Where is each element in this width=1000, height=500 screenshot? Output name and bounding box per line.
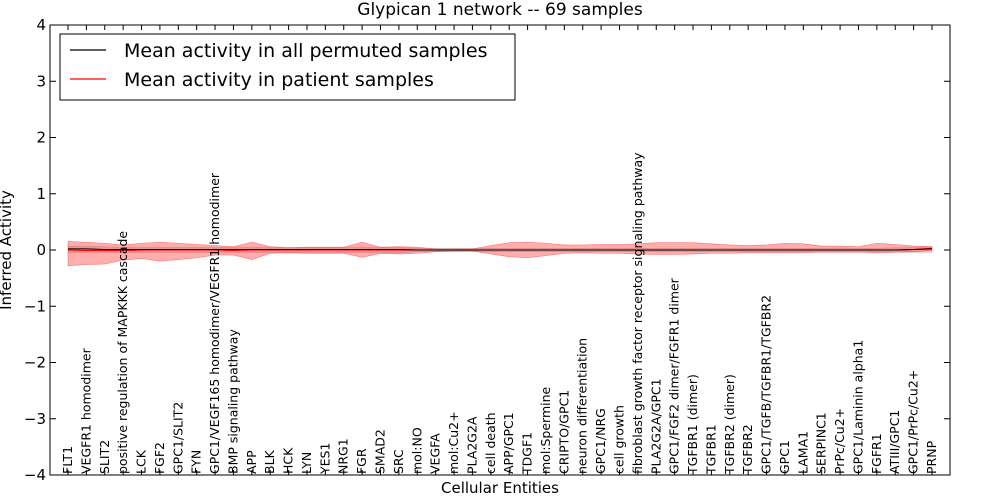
x-tick-label: cell death [483,412,498,474]
x-tick-label: TGFBR1 (dimer) [685,374,700,475]
x-tick-label: GPC1/PrPc/Cu2+ [906,370,921,474]
x-tick-label: cell growth [611,405,626,474]
confidence-bands [67,241,933,267]
legend-frame [59,33,516,101]
x-tick-label: NRG1 [336,438,351,474]
x-tick-label: mol:NO [409,427,424,474]
y-tick-label: −1 [24,297,46,315]
x-tick-label: VEGFA [428,433,443,474]
x-tick-label: SRC [391,449,406,474]
x-tick-label: positive regulation of MAPKKK cascade [115,231,130,474]
x-tick-label: VEGFR1 homodimer [78,347,93,474]
y-tick-label: −2 [24,354,46,372]
x-tick-label: FLT1 [60,446,75,474]
legend: Mean activity in all permuted samples Me… [59,33,516,101]
y-tick-label: −3 [24,410,46,428]
series-lines [67,247,933,252]
x-tick-label: TGFBR2 [740,424,755,475]
x-tick-label: SLIT2 [97,440,112,474]
series-band-0 [67,245,933,254]
x-tick-label: PLA2G2A [464,416,479,474]
x-tick-label: TDGF1 [520,432,535,475]
x-tick-label: PRNP [924,440,939,474]
x-tick-label: CRIPTO/GPC1 [556,390,571,474]
x-tick-label: FGF2 [152,442,167,474]
y-axis: 4 3 2 1 0 −1 −2 −3 −4 [24,16,950,484]
x-axis: FLT1 VEGFR1 homodimer SLIT2 positive regula… [60,25,939,475]
series-line-0 [68,248,933,251]
x-tick-label: TGFBR2 (dimer) [722,374,737,475]
x-tick-label: ATIII/GPC1 [887,410,902,474]
x-tick-label: neuron differentiation [575,338,590,474]
y-tick-label: −4 [24,466,46,484]
x-tick-label: BMP signaling pathway [225,329,240,474]
y-tick-label: 1 [36,185,46,203]
x-tick-label: GPC1/SLIT2 [170,402,185,474]
x-tick-label: GPC1/NRG [593,408,608,474]
legend-label-patient: Mean activity in patient samples [124,69,434,91]
x-tick-label: fibroblast growth factor receptor signal… [630,152,645,474]
x-tick-label: GPC1/FGF2 dimer/FGFR1 dimer [667,277,682,474]
y-axis-title: Inferred Activity [0,190,15,310]
x-tick-label: GPC1/VEGF165 homodimer/VEGFR1 homodimer [207,172,222,474]
x-tick-label: FYN [189,450,204,474]
x-tick-label: TGFBR1 [703,424,718,475]
x-tick-label: mol:Spermine [538,386,553,474]
y-tick-label: 3 [36,72,46,90]
x-tick-label: mol:Cu2+ [446,411,461,474]
x-tick-label: GPC1/TGFB/TGFBR1/TGFBR2 [759,295,774,474]
y-tick-label: 4 [36,16,46,34]
x-tick-label: APP/GPC1 [501,412,516,474]
x-tick-label: GPC1/Laminin alpha1 [850,340,865,474]
x-tick-label: FGR [354,448,369,474]
y-tick-label: 0 [36,241,46,259]
legend-label-permuted: Mean activity in all permuted samples [124,40,487,62]
x-tick-label: FGFR1 [869,433,884,474]
x-tick-label: APP [244,450,259,474]
x-tick-label: GPC1 [777,440,792,474]
x-tick-label: PLA2G2A/GPC1 [648,378,663,474]
y-tick-label: 2 [36,129,46,147]
chart-title: Glypican 1 network -- 69 samples [357,0,643,20]
x-tick-label: BLK [262,449,277,474]
series-band-1 [67,241,933,267]
x-tick-label: SMAD2 [373,429,388,474]
x-tick-label: LYN [299,452,314,474]
x-tick-label: YES1 [317,443,332,475]
x-tick-label: LAMA1 [795,431,810,474]
x-tick-label: SERPINC1 [814,412,829,474]
x-tick-label: HCK [281,447,296,474]
x-tick-label: LCK [134,449,149,474]
x-tick-label: PrPc/Cu2+ [832,408,847,474]
x-axis-title: Cellular Entities [441,479,559,497]
